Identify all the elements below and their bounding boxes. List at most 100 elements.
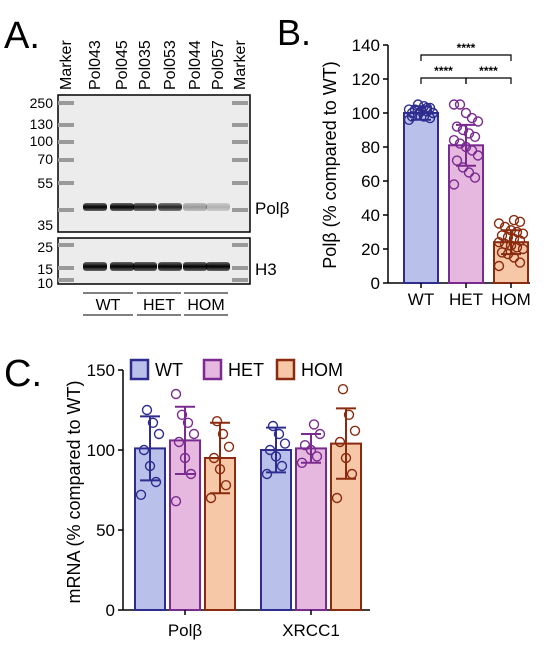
data-point: [170, 496, 182, 507]
marker-band: [232, 140, 248, 144]
data-point: [493, 260, 505, 272]
data-point: [457, 162, 469, 173]
h3-band: [133, 262, 157, 271]
data-point: [424, 102, 436, 114]
y-tick-label: 20: [361, 240, 380, 259]
marker-band: [232, 208, 248, 212]
x-tick-label: HOM: [491, 290, 531, 309]
data-point: [460, 107, 472, 119]
marker-band: [232, 123, 248, 127]
lane-label: Marker: [232, 40, 249, 90]
data-point: [299, 440, 311, 451]
significance-bracket: [420, 54, 512, 61]
marker-band: [58, 208, 74, 212]
group-label: WT: [96, 297, 121, 314]
legend-swatch: [202, 358, 223, 381]
mw-tick-label: 35: [37, 217, 53, 233]
h3-band: [158, 262, 182, 271]
x-tick-label: WT: [408, 290, 434, 309]
data-point: [508, 214, 520, 226]
data-point: [337, 384, 349, 395]
data-point: [502, 231, 514, 243]
lane-label: Marker: [58, 40, 75, 90]
lane-label: Pol044: [187, 40, 204, 90]
data-point: [170, 388, 182, 400]
marker-band: [58, 123, 74, 127]
marker-band: [232, 278, 248, 282]
data-point: [141, 404, 153, 416]
panel-c-legend: WT HET HOM: [129, 358, 343, 381]
panel-c-y-axis-label: mRNA (% compared to WT): [64, 380, 84, 603]
marker-band: [58, 278, 74, 282]
data-point: [469, 131, 481, 143]
data-point: [469, 172, 481, 183]
data-point: [514, 257, 526, 268]
data-point: [211, 416, 223, 427]
data-point: [463, 167, 475, 178]
panel-b-bar-chart: B. Polβ (% compared to WT) 0 20 40 60 80 100 1…: [277, 12, 531, 309]
significance-label: ****: [457, 41, 476, 55]
data-point: [153, 428, 165, 440]
panel-c-bars: Polβ XRCC1: [134, 384, 362, 640]
group-label: HOM: [187, 297, 224, 314]
y-tick-label: 80: [361, 138, 380, 157]
x-tick-label: XRCC1: [282, 621, 340, 640]
polb-band: [183, 203, 207, 211]
data-point: [138, 444, 150, 456]
lane-label: Pol053: [162, 40, 179, 90]
lane-label: Pol035: [137, 40, 154, 90]
polb-band: [206, 203, 230, 211]
polb-band-label: Polβ: [255, 199, 290, 218]
significance-bracket: [420, 77, 467, 84]
data-point: [409, 104, 421, 115]
significance-label: ****: [479, 64, 498, 78]
y-tick-label: 100: [87, 441, 115, 460]
data-point: [424, 112, 436, 124]
data-point: [448, 179, 460, 190]
legend-swatch: [275, 358, 296, 381]
data-point: [311, 451, 323, 462]
data-point: [331, 492, 343, 504]
data-point: [176, 409, 188, 420]
marker-ladders: [58, 101, 248, 282]
y-tick-label: 50: [96, 521, 115, 540]
mw-tick-label: 130: [30, 116, 54, 132]
panel-b-y-axis-label: Polβ (% compared to WT): [320, 61, 340, 268]
data-point: [448, 99, 460, 110]
data-point: [421, 102, 433, 114]
h3-band-label: H3: [255, 260, 277, 279]
mw-tick-label: 15: [37, 261, 53, 277]
marker-band: [58, 140, 74, 144]
marker-band: [232, 181, 248, 185]
data-point: [412, 99, 424, 110]
data-point: [188, 428, 200, 440]
significance-label: ****: [434, 64, 453, 78]
y-tick-label: 0: [106, 601, 115, 620]
data-point: [147, 417, 159, 428]
data-point: [466, 112, 478, 124]
data-point: [499, 221, 511, 233]
data-point: [427, 107, 439, 119]
data-point: [514, 216, 526, 228]
data-point: [463, 128, 475, 139]
data-point: [220, 480, 232, 491]
polb-band: [110, 203, 134, 211]
lane-label: Pol045: [114, 40, 131, 90]
bar: [295, 447, 327, 611]
data-point: [517, 228, 529, 239]
marker-band: [232, 243, 248, 247]
x-tick-label: HET: [449, 290, 483, 309]
data-point: [264, 444, 276, 456]
bar: [260, 449, 292, 611]
lane-labels: Marker Pol043 Pol045 Pol035 Pol053 Pol044 Pol0…: [58, 40, 249, 90]
marker-band: [232, 266, 248, 270]
panel-b-significance: ******** ****: [420, 41, 512, 84]
data-point: [150, 476, 162, 488]
data-point: [173, 436, 185, 448]
data-point: [454, 138, 466, 149]
panel-c-axes: 0 50 100 150: [87, 361, 370, 620]
blot-lower: [57, 237, 251, 285]
data-point: [493, 218, 505, 229]
mw-tick-label: 10: [37, 275, 53, 291]
